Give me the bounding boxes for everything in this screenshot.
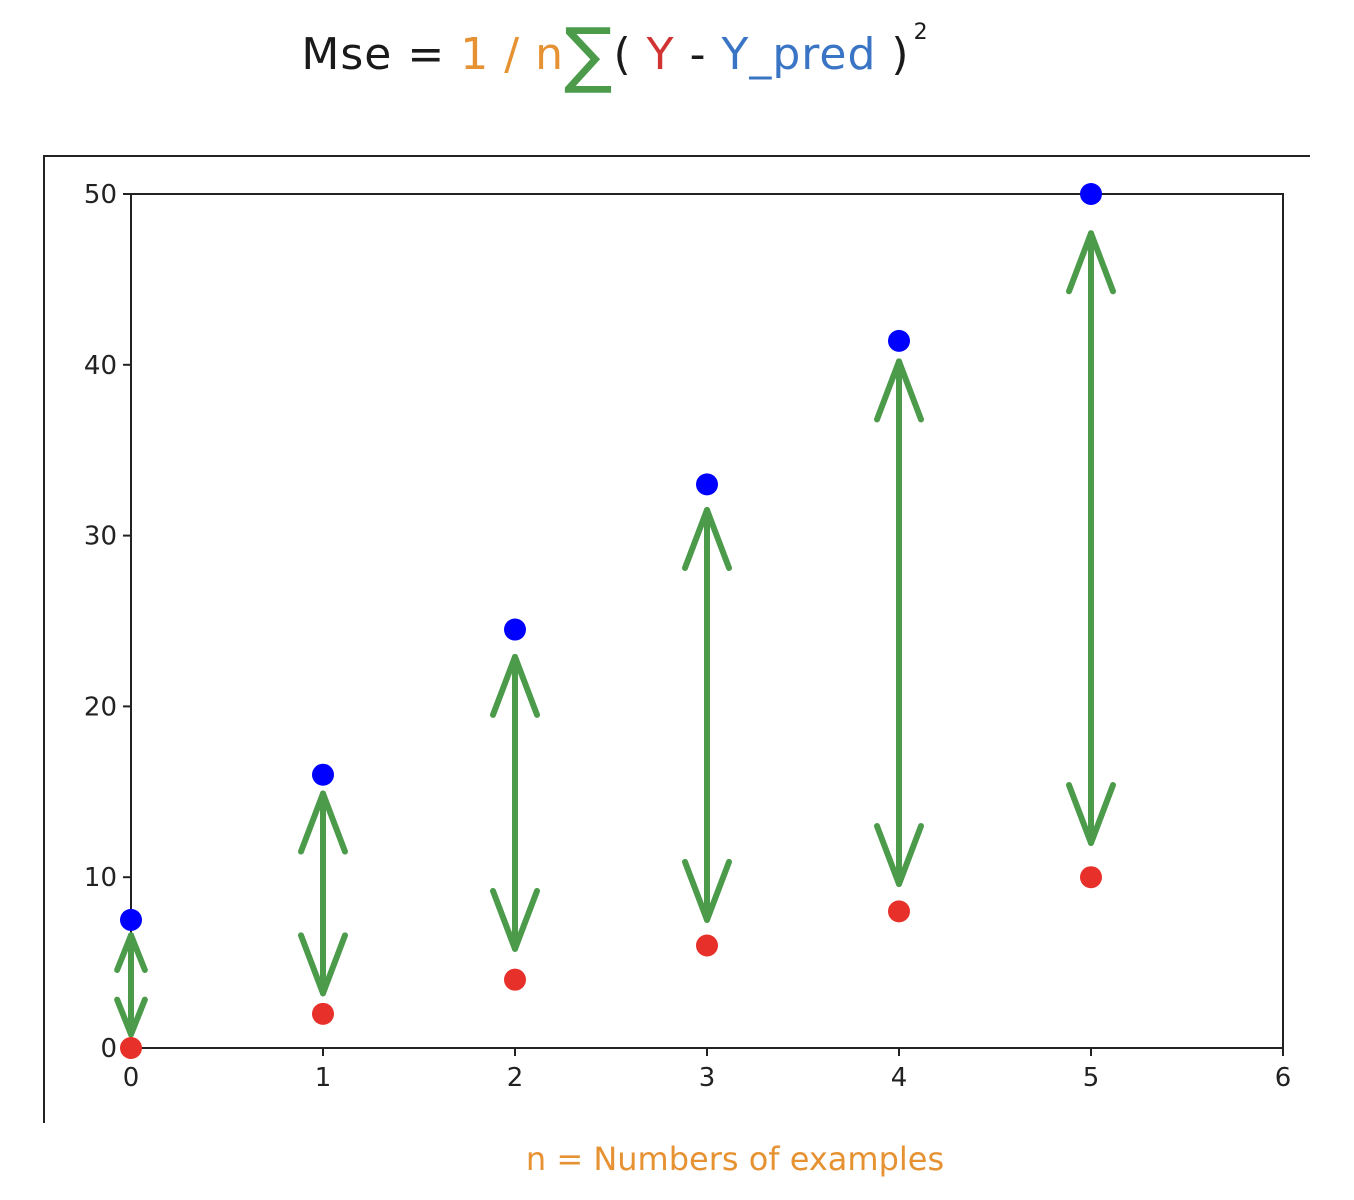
actual-point: [504, 968, 526, 991]
mse-formula: Mse = 1 / n∑( Y - Y_pred ) 2: [0, 18, 1230, 90]
x-tick-label: 4: [891, 1063, 908, 1093]
predicted-point: [504, 618, 526, 641]
x-tick-label: 3: [699, 1063, 716, 1093]
x-tick-label: 0: [123, 1063, 140, 1093]
formula-equals: =: [407, 29, 446, 80]
y-tick-label: 10: [84, 863, 117, 893]
formula-lhs: Mse: [301, 29, 393, 80]
arrow-head-up: [298, 790, 348, 855]
y-tick-label: 40: [84, 351, 117, 381]
formula-y-pred: Y_pred: [721, 29, 877, 80]
y-tick-label: 0: [100, 1034, 117, 1064]
x-tick-label: 5: [1083, 1063, 1100, 1093]
y-tick-label: 30: [84, 522, 117, 552]
formula-slash: /: [504, 29, 521, 80]
arrow-head-up: [1066, 230, 1116, 295]
predicted-point: [312, 763, 334, 786]
sigma-symbol: ∑: [563, 12, 614, 96]
formula-open-paren: (: [613, 29, 632, 80]
predicted-point: [1080, 183, 1102, 205]
predicted-point: [696, 473, 718, 496]
formula-y: Y: [646, 29, 675, 80]
arrow-head-down: [298, 932, 348, 997]
y-tick-label: 20: [84, 692, 117, 722]
actual-point: [120, 1037, 142, 1059]
arrow-head-down: [874, 823, 924, 888]
formula-exponent: 2: [913, 20, 929, 45]
arrow-head-down: [682, 858, 732, 923]
formula-minus: -: [689, 29, 707, 80]
actual-point: [1080, 866, 1102, 889]
arrow-head-down: [1066, 782, 1116, 847]
arrow-head-up: [874, 358, 924, 423]
actual-point: [696, 934, 718, 957]
predicted-point: [888, 329, 910, 352]
formula-close-paren: ): [891, 29, 910, 80]
arrow-head-down: [490, 887, 540, 952]
formula-n: n: [535, 29, 564, 80]
screenshot-frame-left: [43, 155, 45, 1123]
footnote: n = Numbers of examples: [525, 1140, 945, 1178]
x-tick-label: 1: [315, 1063, 332, 1093]
x-tick-label: 2: [507, 1063, 524, 1093]
screenshot-frame-top: [43, 155, 1310, 157]
y-tick-label: 50: [84, 180, 117, 210]
arrow-head-up: [490, 653, 540, 718]
predicted-point: [120, 908, 142, 931]
actual-point: [888, 900, 910, 923]
arrow-head-up: [682, 506, 732, 571]
arrow-head-down: [114, 996, 148, 1038]
formula-one: 1: [460, 29, 490, 80]
arrow-head-up: [114, 932, 148, 973]
actual-point: [312, 1002, 334, 1025]
x-tick-label: 6: [1275, 1063, 1292, 1093]
